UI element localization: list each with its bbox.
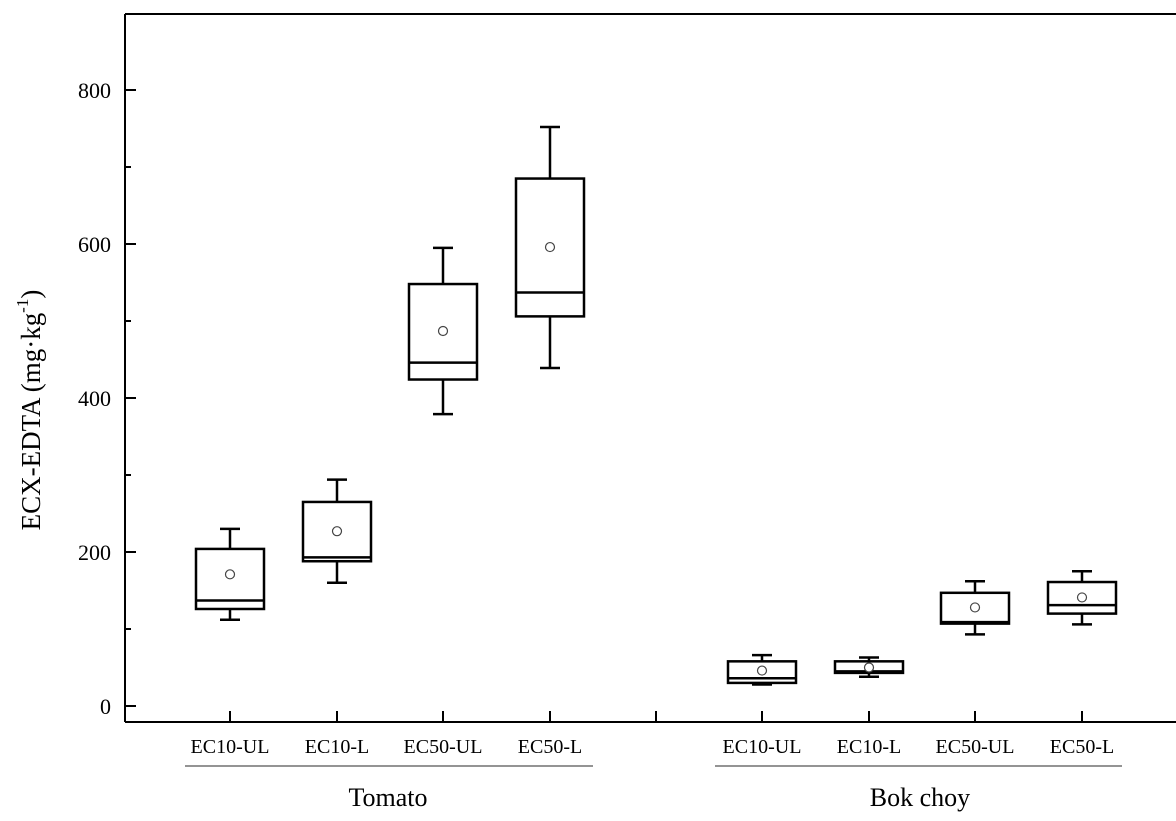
mean-marker [224,569,236,580]
category-label: EC10-UL [723,736,802,758]
category-labels: EC10-UL EC10-L EC50-UL EC50-L Tomato EC10-UL E… [185,736,1122,812]
mean-marker [437,325,449,337]
mean-marker [1076,592,1088,603]
y-axis-title-suffix: ) [16,290,46,299]
y-tick-label: 400 [78,386,111,411]
box-series [194,125,1118,686]
category-label: EC10-UL [191,736,270,758]
box-iqr [1046,580,1118,615]
category-label: EC50-UL [404,736,483,758]
group-label: Tomato [348,783,427,812]
mean-marker [331,526,343,537]
mean-marker [544,241,556,253]
box-tomato-ec50-l [514,125,586,370]
mean-marker [756,665,768,676]
box-tomato-ec50-ul [407,246,479,416]
category-label: EC50-L [1050,736,1114,758]
y-axis-title-superscript: -1 [13,299,32,313]
box-tomato-ec10-l [301,478,373,585]
group-label: Bok choy [870,783,970,812]
mean-marker [863,662,875,673]
category-label: EC50-L [518,736,582,758]
box-tomato-ec10-ul [194,527,266,622]
box-bok-choy-ec50-ul [939,580,1011,636]
y-tick-label: 800 [78,78,111,103]
axes: 0 200 400 600 800 [78,13,1176,723]
category-label: EC10-L [837,736,901,758]
y-axis-title: ECX-EDTA (mg·kg-1) [13,290,46,531]
y-tick-label: 600 [78,232,111,257]
category-label: EC50-UL [936,736,1015,758]
y-tick-label: 0 [100,694,111,719]
box-bok-choy-ec10-l [833,656,905,678]
category-label: EC10-L [305,736,369,758]
mean-marker [969,602,981,613]
y-tick-label: 200 [78,540,111,565]
box-bok-choy-ec50-l [1046,570,1118,626]
box-bok-choy-ec10-ul [726,653,798,686]
